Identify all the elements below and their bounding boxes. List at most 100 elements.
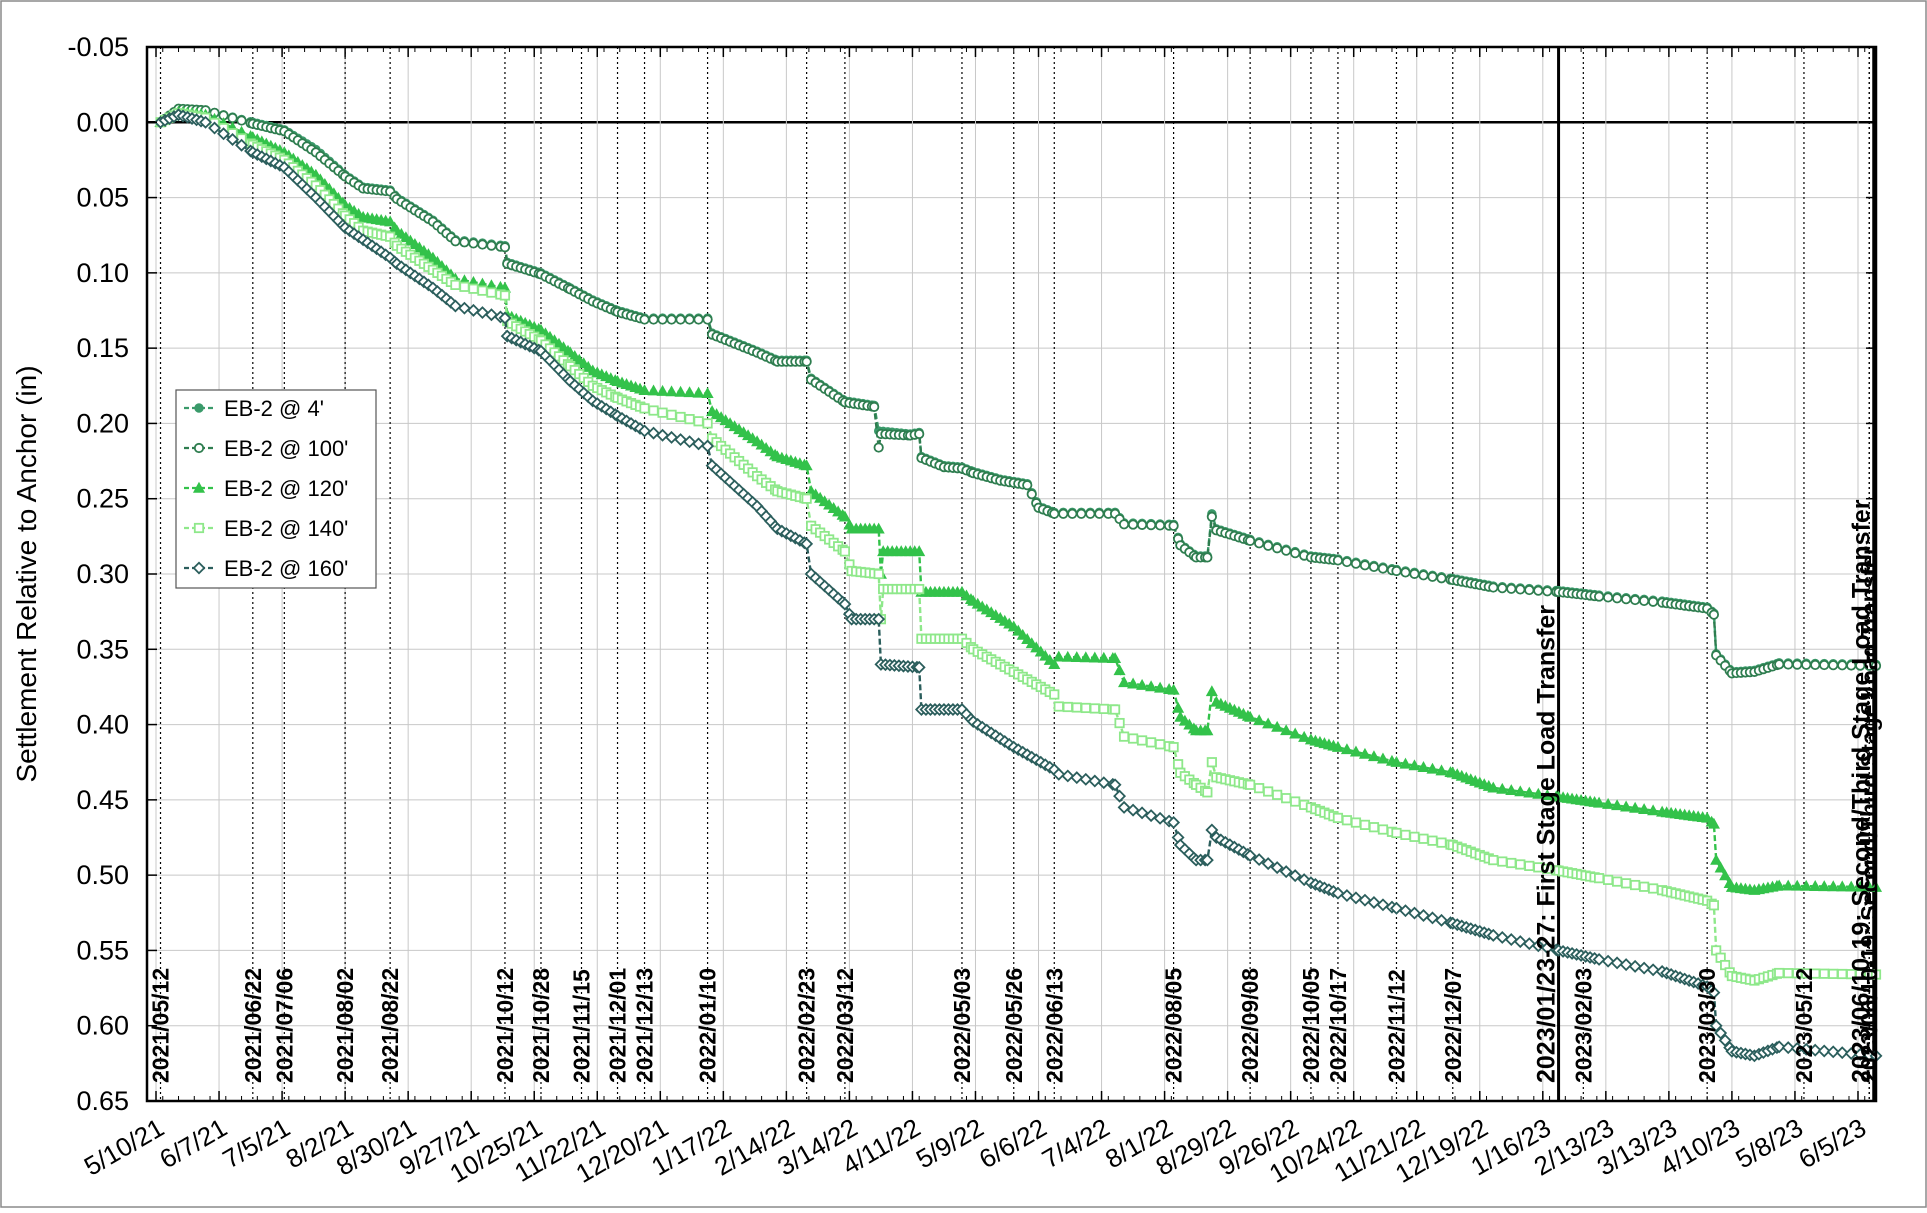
data-point: [1272, 543, 1283, 554]
data-point: [1809, 880, 1822, 891]
data-point: [1088, 651, 1101, 663]
data-point: [1417, 761, 1430, 772]
data-point: [1144, 809, 1158, 823]
data-point: [235, 138, 249, 152]
data-point: [477, 239, 488, 250]
data-point: [1845, 880, 1858, 892]
legend-label: EB-2 @ 100': [224, 436, 348, 461]
data-point: [1079, 651, 1092, 663]
data-point: [1611, 799, 1624, 811]
data-point: [1089, 703, 1100, 714]
data-point: [665, 430, 679, 444]
data-point: [1837, 968, 1848, 980]
data-point: [192, 481, 206, 493]
data-point: [1504, 933, 1518, 946]
data-point: [1145, 680, 1158, 692]
data-point: [1350, 817, 1362, 828]
data-point: [1079, 772, 1093, 786]
reading-date-label: 2022/10/05: [1298, 968, 1324, 1083]
data-point: [1118, 676, 1131, 688]
data-point: [1620, 800, 1633, 812]
data-point: [217, 127, 231, 141]
data-point: [1718, 1033, 1732, 1047]
data-point: [1790, 1042, 1804, 1055]
data-point: [1070, 771, 1084, 785]
data-point: [1272, 789, 1283, 800]
data-point: [1026, 489, 1037, 500]
data-point: [1281, 545, 1292, 556]
data-point: [1049, 689, 1060, 700]
data-point: [1630, 594, 1641, 606]
data-point: [450, 236, 461, 247]
data-point: [1602, 874, 1614, 885]
reading-date-label: 2023/03/30: [1694, 968, 1720, 1083]
data-point: [498, 311, 512, 325]
data-point: [693, 314, 704, 325]
data-point: [457, 301, 471, 315]
data-point: [1612, 593, 1623, 604]
data-point: [1376, 898, 1390, 912]
data-point: [1621, 594, 1632, 605]
data-point: [1071, 702, 1082, 713]
plot-frame: [145, 45, 1878, 1103]
data-point: [1076, 508, 1087, 519]
reading-date-label: 2022/05/03: [949, 968, 975, 1083]
data-point: [1252, 853, 1266, 867]
data-point: [1400, 829, 1411, 841]
series-1: [155, 103, 1882, 679]
data-point: [1782, 879, 1795, 891]
data-point: [1400, 567, 1411, 578]
data-point: [1506, 857, 1517, 869]
data-point: [1367, 750, 1381, 762]
data-point: [1436, 837, 1447, 848]
data-point: [648, 314, 659, 325]
data-point: [647, 426, 661, 440]
data-point: [459, 281, 470, 292]
data-point: [1289, 727, 1302, 739]
data-point: [1495, 930, 1509, 944]
data-point: [468, 238, 479, 249]
data-point: [1781, 1041, 1795, 1055]
data-point: [1048, 658, 1061, 670]
data-point: [684, 414, 695, 425]
data-point: [1153, 811, 1167, 825]
data-point: [1592, 952, 1606, 966]
data-point: [1109, 652, 1122, 664]
data-point: [800, 537, 814, 551]
data-point: [1648, 883, 1659, 894]
data-point: [647, 384, 660, 396]
data-point: [199, 115, 213, 129]
data-point: [1808, 1043, 1822, 1057]
data-point: [1391, 565, 1402, 577]
data-point: [1799, 1042, 1813, 1056]
data-point: [1533, 585, 1544, 596]
data-point: [1290, 796, 1301, 807]
data-point: [675, 411, 686, 423]
data-point: [656, 428, 670, 442]
data-point: [1205, 685, 1218, 697]
data-point: [1118, 731, 1130, 742]
data-point: [1168, 520, 1179, 531]
data-point: [1709, 1019, 1723, 1033]
data-point: [872, 522, 885, 534]
data-point: [1154, 520, 1166, 531]
data-point: [1061, 769, 1075, 783]
data-point: [486, 240, 497, 251]
data-point: [1062, 701, 1073, 713]
data-point: [1358, 747, 1372, 759]
y-tick-label: 0.05: [76, 183, 129, 213]
reading-date-label: 2023/06/10-19: Second/Third Stage Load T…: [1856, 546, 1882, 1083]
data-point: [1837, 660, 1848, 671]
y-tick-label: 0.35: [76, 634, 129, 664]
data-point: [648, 405, 659, 416]
data-point: [1487, 781, 1500, 793]
data-point: [1629, 801, 1642, 813]
data-point: [1810, 659, 1821, 671]
reading-date-label: 2022/01/10: [695, 968, 721, 1083]
data-point: [1774, 659, 1785, 670]
legend-label: EB-2 @ 140': [224, 516, 348, 541]
data-point: [1058, 508, 1069, 519]
data-point: [1118, 519, 1130, 530]
data-point: [639, 403, 650, 414]
data-point: [638, 384, 651, 396]
